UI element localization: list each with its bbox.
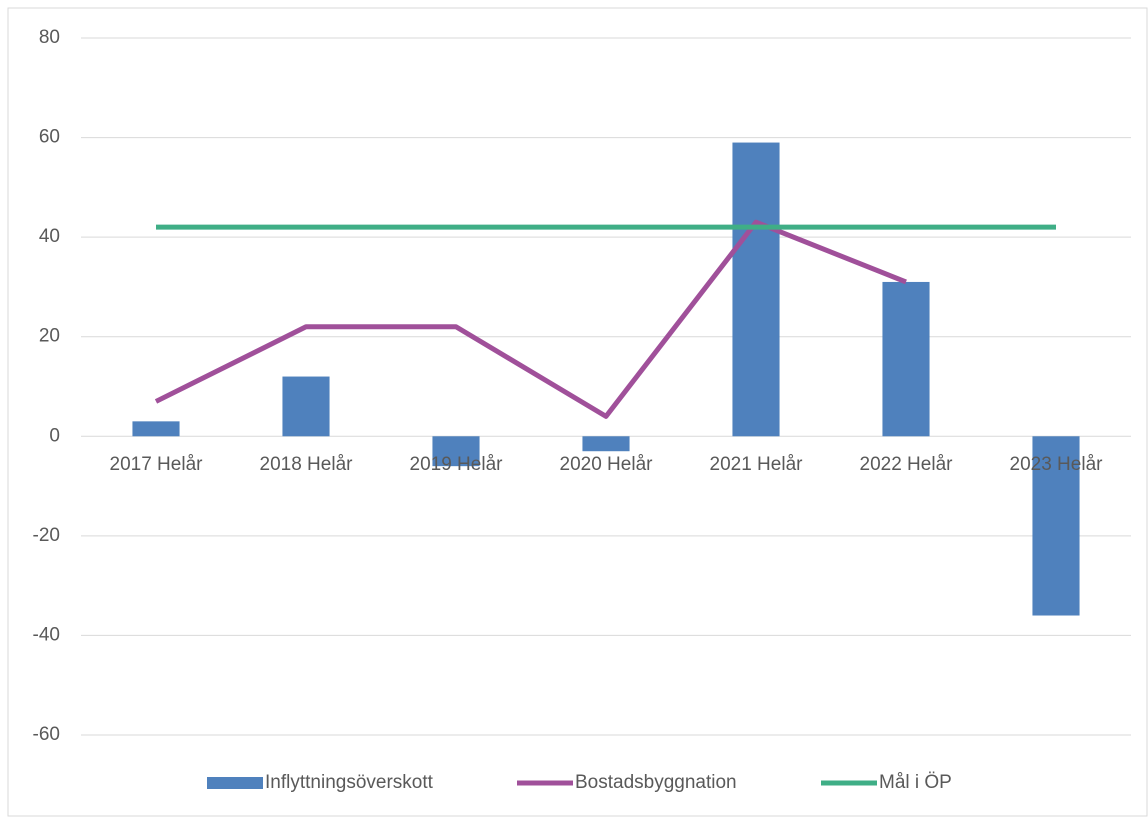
bar [582, 436, 630, 452]
x-tick-label: 2018 Helår [260, 454, 354, 475]
bar [132, 421, 180, 437]
y-tick-label: -60 [33, 724, 60, 745]
y-tick-label: 80 [39, 27, 60, 48]
legend-swatch [207, 777, 263, 789]
bar [882, 281, 930, 437]
legend-label: Mål i ÖP [879, 772, 952, 793]
bar [282, 376, 330, 437]
bar [1032, 436, 1080, 616]
x-tick-label: 2023 Helår [1010, 454, 1104, 475]
y-tick-label: -20 [33, 525, 60, 546]
legend-label: Inflyttningsöverskott [265, 772, 434, 793]
bar [732, 142, 780, 437]
x-tick-label: 2020 Helår [560, 454, 654, 475]
x-tick-label: 2019 Helår [410, 454, 504, 475]
line-series [154, 219, 907, 419]
y-tick-label: -40 [33, 624, 60, 645]
chart-border [7, 7, 1148, 817]
x-tick-label: 2017 Helår [110, 454, 204, 475]
x-tick-label: 2021 Helår [710, 454, 804, 475]
y-tick-label: 0 [49, 425, 60, 446]
legend-label: Bostadsbyggnation [575, 772, 737, 793]
x-tick-label: 2022 Helår [860, 454, 954, 475]
y-tick-label: 20 [39, 326, 60, 347]
y-tick-label: 40 [39, 226, 60, 247]
bar [432, 436, 480, 467]
y-tick-label: 60 [39, 127, 60, 148]
